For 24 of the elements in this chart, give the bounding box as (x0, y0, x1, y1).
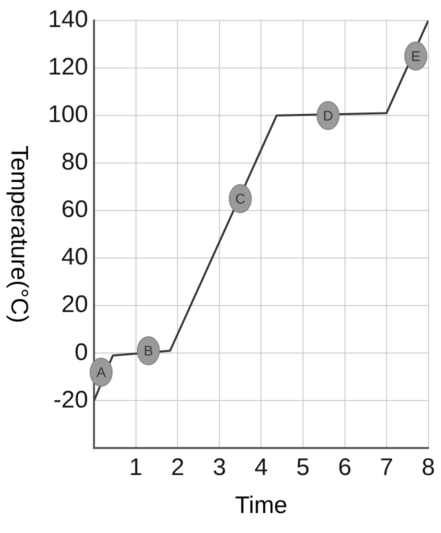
annotation: E (411, 48, 420, 64)
x-tick-label: 6 (338, 454, 352, 482)
y-tick-label: 140 (48, 6, 88, 34)
y-tick-label: 20 (61, 291, 88, 318)
y-tick-label: 0 (74, 338, 88, 366)
x-tick-label: 1 (129, 454, 143, 482)
annotation: A (96, 364, 106, 380)
y-tick-label: 80 (61, 148, 88, 176)
x-tick-label: 5 (296, 454, 310, 482)
y-axis-title: Temperature(°C) (5, 145, 32, 324)
x-tick-label: 8 (422, 454, 436, 482)
y-tick-label: 60 (61, 196, 88, 224)
y-tick-label: -20 (53, 386, 88, 414)
x-tick-label: 4 (254, 454, 268, 482)
y-tick-label: 120 (48, 54, 88, 81)
y-tick-label: 40 (61, 244, 88, 271)
x-tick-label: 7 (380, 454, 394, 482)
annotation: D (322, 107, 334, 124)
x-tick-label: 3 (212, 454, 226, 482)
x-axis-title: Time (234, 492, 288, 519)
y-tick-label: 100 (48, 101, 88, 128)
x-tick-label: 2 (170, 454, 184, 482)
annotation: B (144, 342, 154, 359)
annotation: C (235, 190, 246, 207)
